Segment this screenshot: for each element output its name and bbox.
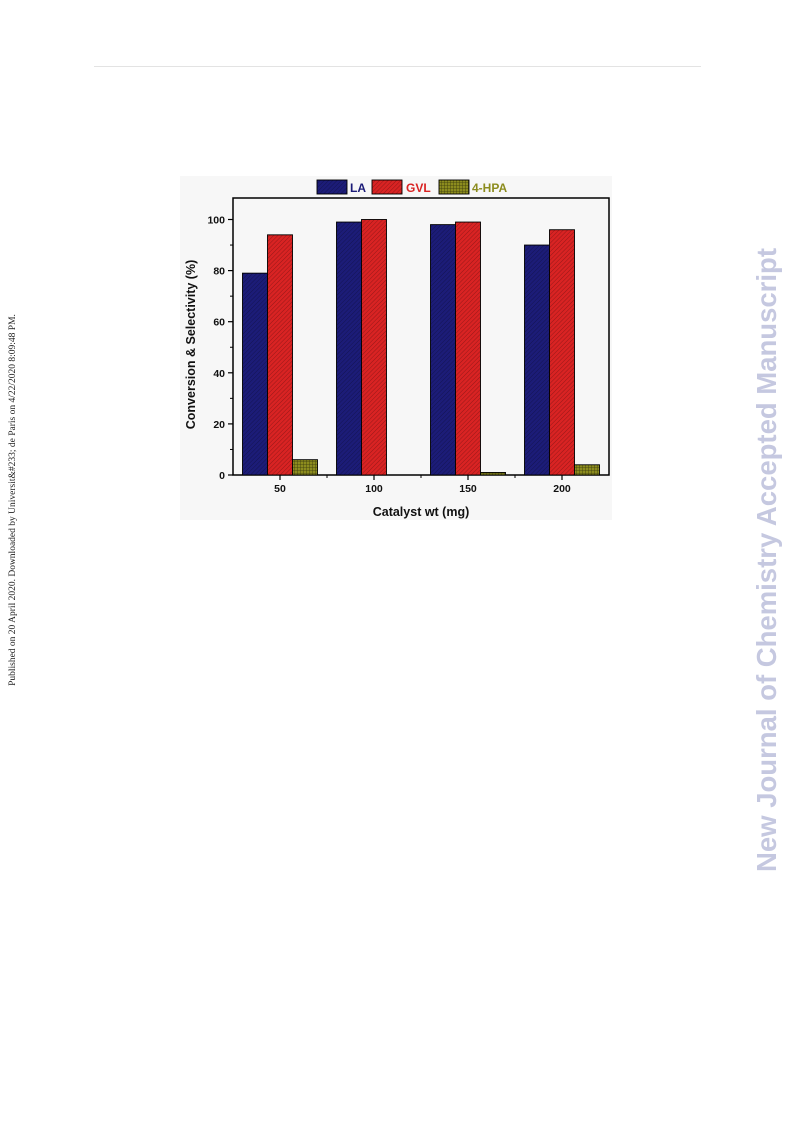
y-axis-label: Conversion & Selectivity (%) [184, 260, 198, 430]
chart-container: 0 20 40 60 80 100 50 100 150 200 Catalyst wt (mg) C… [180, 176, 612, 520]
legend-swatch-texture [372, 180, 402, 194]
journal-watermark: New Journal of Chemistry Accepted Manusc… [751, 248, 782, 872]
x-tick-label: 200 [553, 483, 571, 495]
legend-swatch-texture [439, 180, 469, 194]
y-tick-label: 80 [213, 266, 225, 278]
header-rule [94, 66, 701, 67]
y-tick-label: 0 [219, 470, 225, 482]
bar-chart: 0 20 40 60 80 100 50 100 150 200 Catalyst wt (mg) C… [184, 179, 610, 519]
bar-texture [292, 459, 318, 475]
y-tick-label: 40 [213, 368, 225, 380]
bar-texture [430, 224, 456, 475]
bar-texture [267, 234, 293, 475]
bar-texture [524, 245, 550, 475]
x-tick-label: 150 [459, 483, 477, 495]
legend-label-la: LA [350, 181, 366, 195]
bar-texture [574, 464, 600, 475]
bar-texture [361, 219, 387, 475]
bar-texture [336, 222, 362, 475]
y-tick-label: 60 [213, 317, 225, 329]
x-tick-label: 50 [274, 483, 286, 495]
legend-label-4-hpa: 4-HPA [472, 181, 507, 195]
legend-swatch-texture [317, 180, 347, 194]
y-tick-label: 20 [213, 419, 225, 431]
y-tick-label: 100 [207, 215, 225, 227]
x-axis-label: Catalyst wt (mg) [373, 505, 470, 519]
download-notice: Published on 20 April 2020. Downloaded b… [8, 314, 18, 686]
bar-texture [242, 273, 268, 475]
bar-texture [480, 472, 506, 475]
legend-label-gvl: GVL [406, 181, 431, 195]
bar-texture [549, 229, 575, 475]
x-tick-label: 100 [365, 483, 383, 495]
bar-texture [455, 222, 481, 475]
